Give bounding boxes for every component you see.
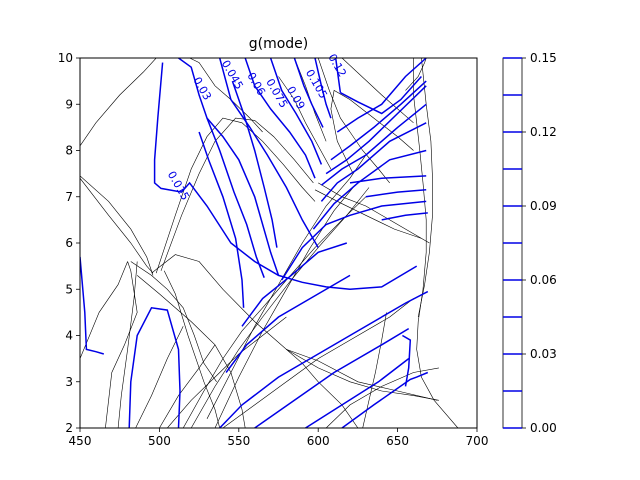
chart-title: g(mode) bbox=[249, 36, 309, 52]
boundary-line bbox=[80, 261, 128, 359]
boundary-line bbox=[330, 89, 414, 174]
boundary-line bbox=[318, 182, 430, 244]
y-tick-label: 10 bbox=[58, 51, 73, 65]
x-tick-label: 550 bbox=[227, 434, 250, 448]
contour-line bbox=[218, 58, 319, 248]
boundary-line bbox=[286, 349, 359, 428]
colorbar-tick-label: 0.15 bbox=[530, 51, 557, 65]
y-tick-label: 2 bbox=[65, 421, 73, 435]
boundary-line bbox=[214, 187, 354, 428]
colorbar-tick-label: 0.09 bbox=[530, 199, 557, 213]
contour-lines bbox=[80, 58, 429, 428]
contour-line bbox=[340, 76, 422, 115]
contour-line bbox=[153, 62, 418, 291]
y-tick-label: 9 bbox=[65, 97, 73, 111]
contour-label: 0.12 bbox=[325, 52, 349, 80]
boundary-line bbox=[314, 189, 422, 239]
contour-line bbox=[128, 306, 181, 428]
contour-line bbox=[231, 80, 278, 248]
contour-line bbox=[336, 58, 427, 133]
contour-line bbox=[305, 358, 410, 428]
contour-line bbox=[320, 103, 427, 186]
y-axis: 2 3 4 5 6 7 8 9 10 bbox=[58, 51, 80, 435]
contour-line bbox=[349, 175, 427, 184]
boundary-line bbox=[341, 58, 414, 124]
x-tick-label: 700 bbox=[466, 434, 489, 448]
colorbar-tick-label: 0.06 bbox=[530, 273, 557, 287]
y-tick-label: 7 bbox=[65, 190, 73, 204]
contour-line bbox=[365, 189, 427, 198]
boundary-line bbox=[286, 349, 439, 401]
contour-line bbox=[341, 371, 429, 428]
plot-frame bbox=[79, 57, 478, 429]
boundary-lines bbox=[80, 58, 459, 428]
boundary-line bbox=[325, 367, 439, 428]
boundary-line bbox=[159, 344, 216, 428]
contour-line bbox=[334, 58, 342, 93]
contour-line bbox=[381, 212, 428, 221]
contour-line bbox=[198, 131, 245, 308]
x-axis: 450 500 550 600 650 700 bbox=[69, 428, 489, 448]
contour-line bbox=[325, 85, 427, 175]
contour-line bbox=[206, 117, 265, 278]
contour-line bbox=[312, 149, 427, 230]
contour-line bbox=[281, 200, 427, 281]
boundary-line bbox=[222, 298, 414, 428]
colorbar-tick-label: 0.12 bbox=[530, 125, 557, 139]
boundary-line bbox=[189, 58, 263, 133]
contour-line bbox=[314, 58, 332, 119]
boundary-line bbox=[167, 316, 287, 428]
x-tick-label: 600 bbox=[307, 434, 330, 448]
contour-line bbox=[254, 327, 410, 428]
boundary-line bbox=[190, 187, 370, 428]
contour-line bbox=[402, 334, 412, 387]
boundary-line bbox=[135, 326, 184, 428]
colorbar: 0.00 0.03 0.06 0.09 0.12 0.15 bbox=[502, 51, 557, 435]
boundary-line bbox=[417, 58, 433, 318]
boundary-line bbox=[182, 196, 367, 428]
y-tick-label: 6 bbox=[65, 236, 73, 250]
boundary-line bbox=[317, 58, 390, 184]
boundary-line bbox=[160, 117, 314, 271]
y-tick-label: 4 bbox=[65, 329, 73, 343]
contour-label: 0.045 bbox=[219, 58, 246, 92]
boundary-line bbox=[105, 261, 138, 428]
boundary-line bbox=[405, 58, 427, 91]
boundary-line bbox=[155, 117, 316, 274]
x-tick-label: 450 bbox=[69, 434, 92, 448]
boundary-line bbox=[151, 254, 438, 401]
contour-line bbox=[178, 58, 280, 276]
boundary-line bbox=[80, 175, 154, 276]
boundary-line bbox=[130, 261, 217, 382]
contour-line bbox=[241, 242, 348, 327]
x-tick-label: 650 bbox=[386, 434, 409, 448]
boundary-line bbox=[80, 178, 154, 274]
contour-line bbox=[244, 58, 316, 179]
boundary-line bbox=[80, 58, 157, 147]
x-tick-label: 500 bbox=[148, 434, 171, 448]
contour-line bbox=[269, 58, 323, 165]
boundary-line bbox=[137, 275, 246, 428]
contour-line bbox=[80, 256, 105, 355]
contour-line bbox=[330, 80, 427, 161]
y-tick-label: 8 bbox=[65, 144, 73, 158]
boundary-line bbox=[278, 76, 332, 170]
contour-line bbox=[225, 274, 351, 373]
boundary-line bbox=[117, 261, 138, 428]
colorbar-tick-label: 0.03 bbox=[530, 347, 557, 361]
y-tick-label: 5 bbox=[65, 282, 73, 296]
boundary-line bbox=[163, 270, 220, 428]
boundary-line bbox=[206, 154, 367, 419]
contour-label: 0.105 bbox=[303, 67, 330, 101]
contour-line bbox=[219, 290, 429, 428]
contour-line bbox=[293, 58, 324, 128]
colorbar-tick-label: 0.00 bbox=[530, 421, 557, 435]
y-tick-label: 3 bbox=[65, 375, 73, 389]
boundary-line bbox=[413, 58, 459, 428]
contour-line bbox=[320, 122, 427, 202]
